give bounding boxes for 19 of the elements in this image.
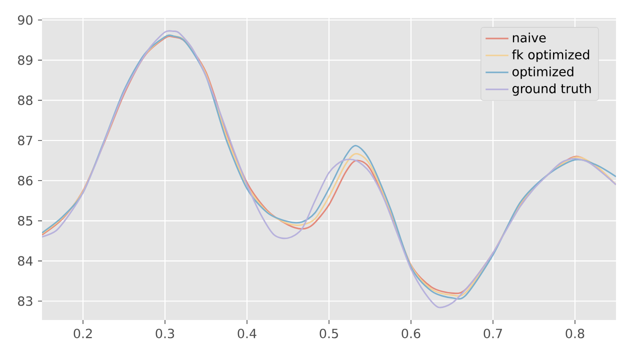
y-tick-label: 84 (18, 256, 33, 266)
x-tick-label: 0.7 (484, 328, 502, 338)
x-tick-label: 0.3 (156, 328, 174, 338)
y-tick-label: 88 (18, 96, 32, 106)
x-tick-label: 0.6 (402, 328, 420, 338)
legend-label: ground truth (512, 84, 591, 96)
legend-label: optimized (512, 66, 574, 79)
y-tick-label: 86 (18, 176, 32, 186)
legend-label: fk optimized (512, 50, 590, 62)
x-tick-label: 0.5 (320, 328, 338, 338)
y-tick-label: 89 (18, 55, 32, 65)
y-tick-label: 85 (18, 216, 32, 226)
y-tick-label: 87 (18, 136, 32, 146)
y-tick-label: 90 (18, 15, 32, 25)
x-tick-label: 0.8 (566, 328, 584, 338)
x-tick-label: 0.2 (74, 328, 92, 338)
x-tick-label: 0.4 (238, 328, 256, 338)
legend-label: naive (512, 32, 546, 42)
y-tick-label: 83 (18, 296, 32, 306)
